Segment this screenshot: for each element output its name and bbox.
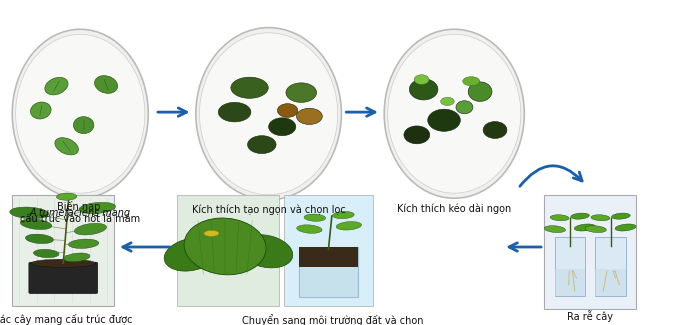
Ellipse shape (336, 222, 362, 230)
Ellipse shape (231, 77, 268, 98)
Ellipse shape (31, 259, 95, 267)
Ellipse shape (296, 108, 322, 124)
Ellipse shape (575, 224, 595, 231)
Ellipse shape (615, 224, 636, 231)
Ellipse shape (204, 230, 219, 236)
Ellipse shape (73, 117, 94, 134)
Ellipse shape (79, 202, 116, 214)
Ellipse shape (64, 253, 90, 262)
FancyBboxPatch shape (12, 195, 114, 306)
Ellipse shape (269, 118, 296, 136)
Ellipse shape (31, 102, 51, 119)
Text: Kích thích tạo ngọn và chọn lọc: Kích thích tạo ngọn và chọn lọc (192, 205, 345, 215)
Ellipse shape (585, 226, 607, 233)
Ellipse shape (55, 138, 78, 155)
Ellipse shape (463, 77, 480, 86)
Ellipse shape (16, 34, 145, 193)
Ellipse shape (611, 213, 630, 219)
Ellipse shape (277, 104, 298, 117)
Ellipse shape (409, 79, 438, 100)
FancyBboxPatch shape (299, 247, 358, 297)
Ellipse shape (469, 82, 492, 101)
Ellipse shape (248, 136, 276, 153)
Ellipse shape (12, 29, 148, 198)
Ellipse shape (483, 122, 507, 138)
FancyBboxPatch shape (554, 237, 585, 296)
Ellipse shape (591, 215, 610, 221)
FancyBboxPatch shape (177, 195, 279, 306)
Text: A.tumefaciens mang: A.tumefaciens mang (30, 208, 131, 218)
Ellipse shape (95, 76, 118, 93)
Text: Chuyển sang môi trường đất và chọn
lọc cây bằng cách phết lá (glufosinate): Chuyển sang môi trường đất và chọn lọc c… (238, 314, 428, 325)
Ellipse shape (33, 249, 59, 258)
Ellipse shape (184, 218, 266, 275)
Ellipse shape (196, 28, 341, 200)
Ellipse shape (333, 212, 354, 219)
Ellipse shape (304, 214, 326, 221)
FancyBboxPatch shape (544, 195, 636, 309)
Ellipse shape (164, 238, 218, 271)
Ellipse shape (571, 213, 590, 219)
Ellipse shape (69, 239, 99, 248)
Ellipse shape (550, 215, 569, 221)
FancyBboxPatch shape (284, 195, 373, 306)
Ellipse shape (10, 207, 49, 219)
Ellipse shape (414, 75, 429, 84)
Bar (299, 247, 358, 267)
Ellipse shape (239, 235, 293, 268)
Ellipse shape (45, 77, 68, 95)
Bar (596, 269, 626, 296)
Ellipse shape (296, 225, 322, 233)
Ellipse shape (456, 101, 473, 114)
Ellipse shape (74, 223, 107, 235)
Bar (554, 269, 585, 296)
FancyBboxPatch shape (596, 237, 626, 296)
Ellipse shape (441, 97, 454, 105)
Ellipse shape (20, 219, 52, 229)
Ellipse shape (428, 109, 460, 131)
Ellipse shape (25, 234, 54, 244)
Text: Kích thích kéo dài ngọn: Kích thích kéo dài ngọn (397, 203, 511, 214)
Ellipse shape (388, 34, 521, 193)
Text: Ra rễ cây: Ra rễ cây (567, 310, 613, 322)
Ellipse shape (544, 226, 566, 233)
Ellipse shape (286, 83, 317, 102)
Ellipse shape (56, 193, 77, 200)
Ellipse shape (199, 33, 338, 195)
Ellipse shape (218, 102, 251, 122)
Ellipse shape (384, 29, 524, 198)
FancyBboxPatch shape (29, 262, 98, 293)
Ellipse shape (404, 126, 430, 144)
Text: cấu trúc vào nốt lá mầm: cấu trúc vào nốt lá mầm (20, 214, 140, 225)
Text: Các cây mang cấu trúc được
nuôi trong nhà lưới: Các cây mang cấu trúc được nuôi trong nh… (0, 314, 133, 325)
Text: Biến nạp: Biến nạp (57, 202, 103, 213)
